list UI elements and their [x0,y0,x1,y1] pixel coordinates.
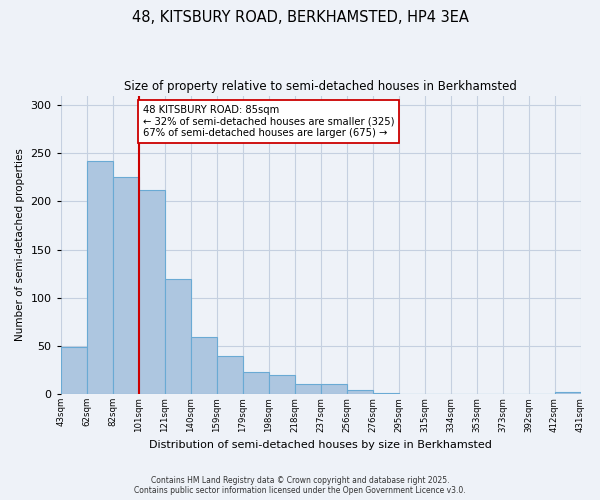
Bar [242,372,269,394]
Text: Contains HM Land Registry data © Crown copyright and database right 2025.
Contai: Contains HM Land Registry data © Crown c… [134,476,466,495]
Bar [554,392,581,394]
Text: 48 KITSBURY ROAD: 85sqm
← 32% of semi-detached houses are smaller (325)
67% of s: 48 KITSBURY ROAD: 85sqm ← 32% of semi-de… [143,105,394,138]
Bar [139,190,164,394]
Bar [347,390,373,394]
Bar [295,384,320,394]
Bar [217,356,242,394]
Y-axis label: Number of semi-detached properties: Number of semi-detached properties [15,148,25,341]
Title: Size of property relative to semi-detached houses in Berkhamsted: Size of property relative to semi-detach… [124,80,517,93]
Bar [269,375,295,394]
Bar [61,347,86,394]
Bar [113,178,139,394]
Bar [191,337,217,394]
X-axis label: Distribution of semi-detached houses by size in Berkhamsted: Distribution of semi-detached houses by … [149,440,492,450]
Bar [86,161,113,394]
Text: 48, KITSBURY ROAD, BERKHAMSTED, HP4 3EA: 48, KITSBURY ROAD, BERKHAMSTED, HP4 3EA [131,10,469,25]
Bar [164,280,191,394]
Bar [320,384,347,394]
Bar [373,393,398,394]
